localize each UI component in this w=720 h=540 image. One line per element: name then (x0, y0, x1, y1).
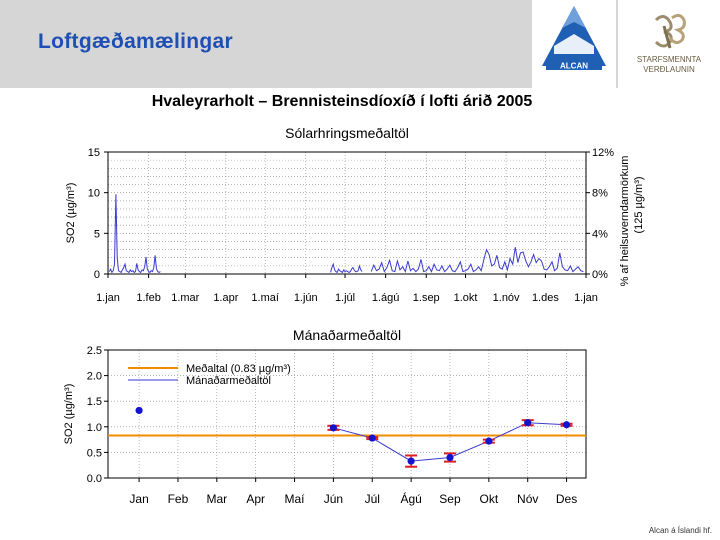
chart1-xtick-label: 1.jan (574, 292, 598, 304)
chart2-ytick-label: 2.0 (87, 371, 102, 383)
chart2-xtick-label: Jan (129, 492, 148, 506)
chart1-series-line (370, 247, 584, 273)
chart2-ytick-label: 1.5 (87, 396, 102, 408)
chart1-right-sublabel: (125 µg/m³) (633, 176, 645, 233)
chart1-xtick-label: 1.jan (96, 292, 120, 304)
chart1-xtick-label: 1.des (532, 292, 559, 304)
chart1-series-line (330, 262, 363, 274)
chart2-ytick-label: 0.0 (87, 473, 102, 485)
chart2-xtick-label: Ágú (400, 491, 421, 506)
chart1-frame (107, 151, 587, 275)
starf-logo-line2: VERÐLAUNIN (643, 65, 695, 74)
chart2-point (407, 457, 415, 465)
chart2-point (524, 419, 532, 427)
chart1-rtick-label: 12% (592, 147, 614, 159)
chart2-xtick-label: Jún (324, 492, 343, 506)
slide-title: Loftgæðamælingar (38, 30, 233, 53)
chart2-point (329, 424, 337, 432)
chart1-ytick-label: 10 (88, 188, 100, 200)
starfsmennta-logo: STARFSMENNTA VERÐLAUNIN (618, 0, 720, 88)
chart2-xtick-label: Nóv (517, 492, 538, 506)
chart2-xtick-label: Des (556, 492, 577, 506)
figure-title: Hvaleyrarholt – Brennisteinsdíoxíð í lof… (152, 93, 533, 110)
chart2-legend-average-label: Meðaltal (0.83 µg/m³) (186, 363, 291, 375)
chart2-xtick-label: Apr (246, 492, 265, 506)
alcan-logo-text: ALCAN (560, 62, 588, 71)
chart1-rtick-label: 4% (592, 228, 608, 240)
chart1-xtick-label: 1.jún (294, 292, 318, 304)
chart2-frame (107, 349, 587, 479)
chart1-rtick-label: 0% (592, 269, 608, 281)
chart1-ytick-label: 15 (88, 147, 100, 159)
chart2-ylabel: SO2 (µg/m³) (63, 384, 75, 445)
chart2-xtick-label: Sep (439, 492, 461, 506)
chart1-xtick-label: 1.júl (335, 292, 355, 304)
chart1-xtick-label: 1.sep (413, 292, 440, 304)
footer-credit: Alcan á Íslandi hf. (648, 526, 712, 535)
chart2-point (446, 453, 454, 462)
chart2-point (368, 434, 376, 442)
alcan-logo: ALCAN (532, 0, 616, 88)
chart1-xtick-label: 1.feb (136, 292, 160, 304)
chart2-xtick-label: Okt (480, 492, 499, 506)
chart1-xtick-label: 1.maí (251, 292, 279, 304)
chart2-xtick-label: Júl (365, 492, 380, 506)
chart1-xtick-label: 1.mar (171, 292, 199, 304)
chart2-ytick-label: 1.0 (87, 422, 102, 434)
chart2-xtick-label: Feb (168, 492, 189, 506)
chart2-point (562, 421, 571, 429)
chart2-legend-series-label: Mánaðarmeðaltöl (186, 375, 271, 387)
chart2-title: Mánaðarmeðaltöl (293, 327, 401, 343)
chart1-ylabel: SO2 (µg/m³) (65, 183, 77, 244)
chart2-point (485, 437, 493, 445)
chart1-series-line (108, 194, 161, 274)
chart1-ytick-label: 5 (94, 228, 100, 240)
starf-logo-line1: STARFSMENNTA (637, 55, 702, 64)
chart2-ytick-label: 0.5 (87, 447, 102, 459)
chart1-title: Sólarhringsmeðaltöl (285, 125, 409, 141)
chart1-xtick-label: 1.ágú (372, 292, 400, 304)
chart1-rtick-label: 8% (592, 188, 608, 200)
chart2-ytick-label: 2.5 (87, 345, 102, 357)
chart2-xtick-label: Maí (285, 492, 306, 506)
chart1-right-label: % af heilsuverndarmörkum (619, 156, 631, 287)
chart1-xtick-label: 1.apr (213, 292, 238, 304)
chart2-xtick-label: Mar (206, 492, 227, 506)
chart1-xtick-label: 1.okt (454, 292, 478, 304)
chart1-ytick-label: 0 (94, 269, 100, 281)
chart2-point (135, 406, 143, 415)
chart1-xtick-label: 1.nóv (493, 292, 520, 304)
